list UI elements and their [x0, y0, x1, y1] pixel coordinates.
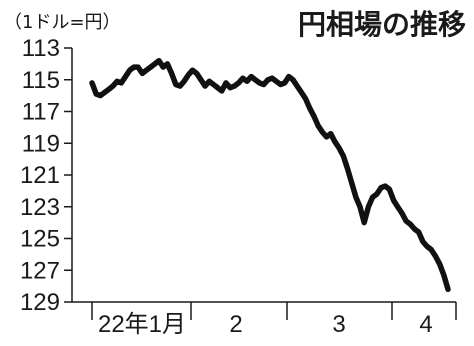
y-tick-label: 125 [20, 226, 60, 253]
y-axis: 113 115 117 119 121 123 125 127 129 [20, 35, 73, 316]
x-category-label: 22年1月 [98, 311, 186, 338]
unit-label: （1ドル=円） [4, 12, 121, 33]
y-tick-label: 121 [20, 162, 60, 189]
y-tick-label: 127 [20, 257, 60, 284]
rate-line [89, 57, 451, 293]
x-category-label: 2 [229, 311, 242, 338]
y-tick-label: 119 [22, 130, 60, 157]
y-tick-label: 123 [20, 194, 60, 221]
chart-title: 円相場の推移 [298, 8, 466, 41]
y-tick-label: 113 [22, 35, 60, 62]
x-category-label: 3 [332, 311, 345, 338]
y-tick-label: 117 [22, 99, 60, 126]
x-axis: 22年1月 2 3 4 [72, 301, 457, 338]
y-tick-label: 115 [22, 67, 60, 94]
x-category-label: 4 [419, 311, 432, 338]
y-tick-label: 129 [20, 289, 60, 316]
